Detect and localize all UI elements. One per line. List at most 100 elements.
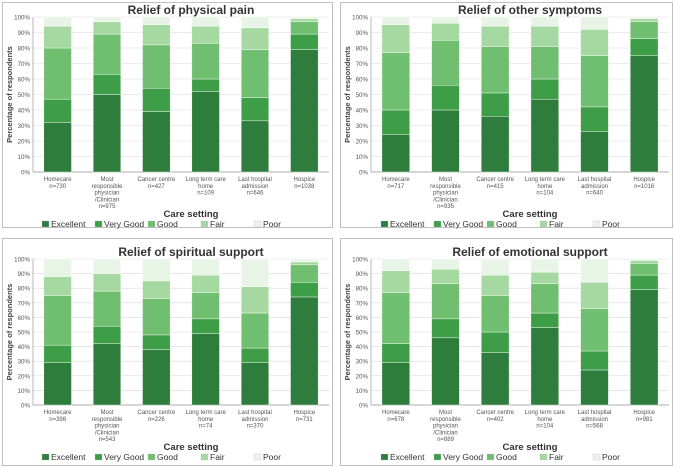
legend-label-good: Good	[496, 452, 517, 462]
y-tick-label: 80%	[356, 46, 369, 53]
bar-segment-good	[381, 292, 410, 344]
y-tick-label: 20%	[18, 139, 31, 146]
y-tick-label: 60%	[18, 77, 31, 84]
legend-label-excellent: Excellent	[390, 219, 425, 229]
x-tick-label: Homecare	[44, 410, 72, 416]
y-tick-label: 10%	[356, 388, 369, 395]
bar-segment-excellent	[92, 343, 122, 406]
x-tick-label: n=104	[536, 191, 554, 197]
x-tick-label: responsible	[430, 417, 461, 423]
y-tick-label: 50%	[356, 330, 369, 337]
legend-label-very-good: Very Good	[443, 219, 483, 229]
x-tick-label: Last hospital	[578, 177, 612, 183]
bar-segment-fair	[290, 261, 319, 266]
bar-segment-poor	[290, 16, 319, 19]
bar-segment-excellent	[92, 94, 122, 173]
x-tick-label: n=104	[536, 424, 554, 430]
x-tick-label: admission	[581, 417, 608, 423]
x-tick-label: n=730	[49, 184, 67, 190]
y-tick-label: 70%	[18, 300, 31, 307]
bar-segment-fair	[142, 24, 171, 46]
bar-segment-poor	[530, 258, 559, 273]
x-tick-label: responsible	[92, 184, 123, 190]
legend-label-poor: Poor	[602, 452, 620, 462]
bar-segment-good	[92, 290, 122, 327]
bar-segment-poor	[240, 16, 270, 29]
x-tick-label: n=981	[636, 417, 654, 423]
chart-title: Relief of other symptoms	[458, 3, 602, 17]
x-tick-label: n=109	[197, 191, 215, 197]
y-tick-label: 60%	[356, 77, 369, 84]
legend-label-poor: Poor	[263, 219, 281, 229]
bar-segment-very-good	[240, 97, 270, 122]
y-tick-label: 100%	[14, 15, 30, 22]
x-tick-label: Long term care	[185, 177, 226, 183]
x-tick-label: admission	[241, 417, 268, 423]
bar-segment-excellent	[431, 109, 460, 173]
bar-segment-excellent	[191, 333, 220, 406]
x-tick-label: Homecare	[44, 177, 72, 183]
y-tick-label: 100%	[352, 15, 368, 22]
chart-panel-spiritual-support: Relief of spiritual support 0% 10% 20% 30% 40…	[2, 238, 333, 466]
x-tick-label: n=1016	[634, 184, 655, 190]
x-tick-label: Most	[439, 410, 452, 416]
y-tick-label: 30%	[18, 359, 31, 366]
y-tick-label: 70%	[356, 300, 369, 307]
bar-segment-good	[630, 21, 659, 39]
legend-label-poor: Poor	[602, 219, 620, 229]
legend-label-excellent: Excellent	[390, 452, 425, 462]
bar-segment-fair	[481, 274, 510, 296]
x-tick-label: n=427	[148, 184, 166, 190]
x-tick-label: Hospice	[633, 410, 655, 416]
bar-segment-very-good	[381, 109, 410, 135]
y-tick-label: 40%	[18, 344, 31, 351]
x-tick-label: responsible	[430, 184, 461, 190]
bar-segment-excellent	[630, 55, 659, 173]
bar-segment-very-good	[431, 318, 460, 339]
bar-segment-good	[290, 264, 319, 283]
x-axis-label: Care setting	[164, 209, 219, 220]
y-tick-label: 90%	[18, 271, 31, 278]
bar-segment-very-good	[580, 350, 609, 371]
bar-segment-very-good	[240, 347, 270, 363]
bar-segment-very-good	[481, 331, 510, 353]
x-tick-label: physician	[433, 424, 458, 430]
x-tick-label: Cancer centre	[476, 410, 514, 416]
bar-segment-fair	[191, 274, 220, 293]
bar-segment-poor	[191, 16, 220, 27]
x-tick-label: n=543	[99, 437, 117, 443]
x-tick-label: n=1038	[294, 184, 315, 190]
bar-segment-excellent	[580, 131, 609, 173]
y-tick-label: 100%	[14, 257, 30, 264]
x-tick-label: Most	[100, 410, 113, 416]
y-tick-label: 50%	[18, 92, 31, 99]
legend-swatch-good	[486, 453, 495, 461]
bar-segment-fair	[191, 26, 220, 44]
x-tick-label: n=731	[296, 417, 314, 423]
x-axis-label: Care setting	[503, 442, 558, 453]
bar-segment-poor	[481, 16, 510, 27]
bar-segment-fair	[240, 286, 270, 314]
x-tick-label: Most	[100, 177, 113, 183]
y-tick-label: 40%	[356, 108, 369, 115]
y-tick-label: 50%	[18, 330, 31, 337]
legend-label-fair: Fair	[549, 219, 564, 229]
legend-swatch-excellent	[41, 220, 50, 228]
bar-segment-poor	[630, 16, 659, 19]
bar-segment-excellent	[142, 349, 171, 406]
x-tick-label: n=646	[247, 191, 265, 197]
bar-segment-excellent	[381, 134, 410, 173]
bar-segment-fair	[580, 29, 609, 56]
x-tick-label: n=74	[199, 424, 213, 430]
y-axis-label: Percentage of respondents	[343, 284, 352, 381]
bar-segment-excellent	[142, 111, 171, 173]
bar-segment-poor	[92, 258, 122, 274]
x-axis-label: Care setting	[164, 442, 219, 453]
legend-label-excellent: Excellent	[51, 219, 86, 229]
x-tick-label: n=678	[387, 417, 405, 423]
legend-label-excellent: Excellent	[51, 452, 86, 462]
x-tick-label: /Clinician	[433, 430, 457, 436]
bar-segment-poor	[381, 16, 410, 25]
x-tick-label: Homecare	[382, 410, 410, 416]
y-tick-label: 90%	[356, 30, 369, 37]
